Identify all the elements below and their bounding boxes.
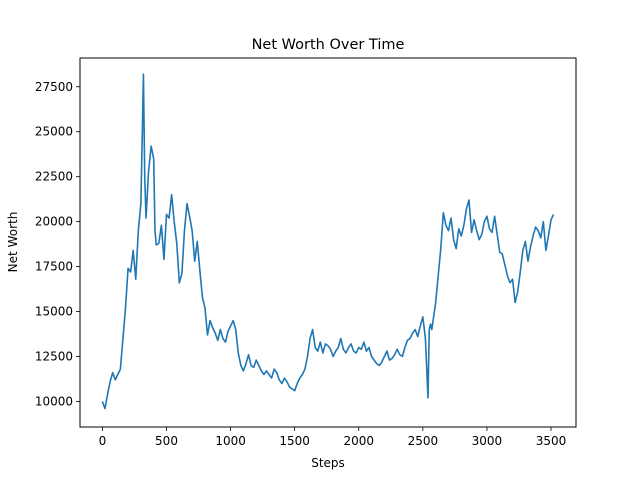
x-tick-label: 1000 (215, 434, 246, 448)
plot-area (80, 58, 576, 427)
x-axis: 0 500 1000 1500 2000 2500 3000 3500 (99, 427, 567, 448)
y-tick-label: 15000 (35, 305, 73, 319)
x-axis-label: Steps (311, 456, 345, 470)
series-layer (101, 73, 555, 410)
x-tick-label: 500 (155, 434, 178, 448)
y-axis: 10000 12500 15000 17500 20000 22500 25000 27500 (35, 80, 80, 408)
y-tick-label: 27500 (35, 80, 73, 94)
y-tick-label: 17500 (35, 260, 73, 274)
x-tick-label: 1500 (279, 434, 310, 448)
y-tick-label: 25000 (35, 125, 73, 139)
y-tick-label: 12500 (35, 350, 73, 364)
x-tick-label: 3000 (472, 434, 503, 448)
y-tick-label: 10000 (35, 394, 73, 408)
series-line-0 (101, 73, 555, 410)
x-tick-label: 2000 (343, 434, 374, 448)
y-tick-label: 22500 (35, 170, 73, 184)
x-tick-label: 3500 (536, 434, 567, 448)
x-tick-label: 0 (99, 434, 107, 448)
plot-frame (79, 57, 577, 428)
x-tick-label: 2500 (408, 434, 439, 448)
y-axis-label: Net Worth (6, 212, 20, 273)
chart-title: Net Worth Over Time (252, 37, 405, 53)
y-tick-label: 20000 (35, 215, 73, 229)
